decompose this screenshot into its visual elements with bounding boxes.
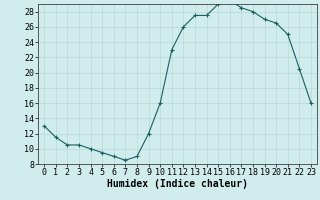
X-axis label: Humidex (Indice chaleur): Humidex (Indice chaleur)	[107, 179, 248, 189]
